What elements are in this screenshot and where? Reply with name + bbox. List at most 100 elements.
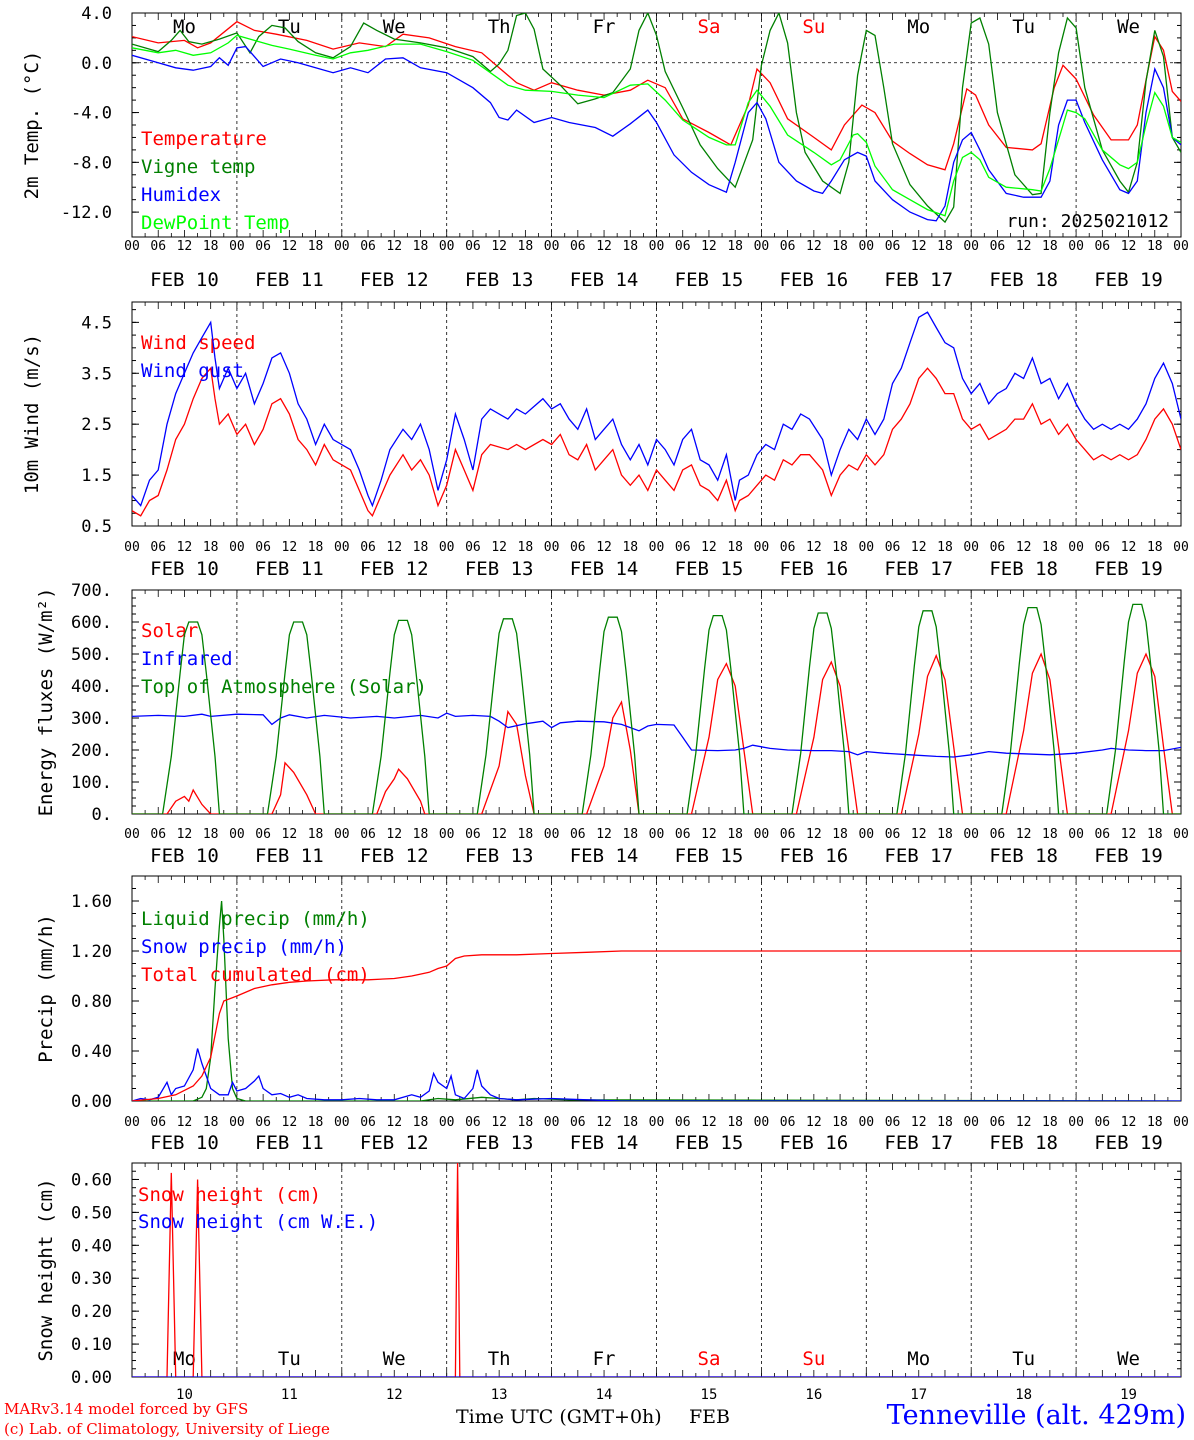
hour-tick-label: 06	[465, 239, 481, 254]
y-tick-label: 700.	[71, 581, 112, 601]
hour-tick-label: 12	[282, 827, 298, 842]
hour-tick-label: 18	[413, 827, 429, 842]
date-label: FEB 11	[255, 558, 324, 580]
hour-tick-label: 18	[1147, 239, 1163, 254]
hour-tick-label: 12	[1016, 239, 1032, 254]
lab-credit: (c) Lab. of Climatology, University of L…	[4, 1420, 330, 1438]
hour-tick-label: 12	[911, 239, 927, 254]
hour-tick-label: 18	[727, 239, 743, 254]
hour-tick-label: 12	[386, 827, 402, 842]
weekday-label: We	[383, 1348, 406, 1370]
date-label: FEB 16	[780, 1132, 849, 1154]
hour-tick-label: 18	[622, 540, 638, 555]
hour-tick-label: 12	[386, 1115, 402, 1130]
date-label: FEB 13	[465, 558, 534, 580]
series-line-snow-precip-mm-h-	[132, 1048, 1181, 1101]
y-axis-title: 10m Wind (m/s)	[21, 334, 43, 494]
hour-tick-label: 12	[491, 540, 507, 555]
hour-tick-label: 06	[465, 827, 481, 842]
hour-tick-label: 12	[491, 1115, 507, 1130]
time-axis-label: Time UTC (GMT+0h)	[456, 1406, 662, 1428]
run-label: run: 2025021012	[1006, 211, 1169, 232]
hour-tick-label: 00	[334, 1115, 350, 1130]
hour-tick-label: 12	[386, 540, 402, 555]
hour-tick-label: 06	[675, 827, 691, 842]
hour-tick-label: 18	[203, 827, 219, 842]
station-name: Tenneville (alt. 429m)	[886, 1400, 1186, 1431]
hour-tick-label: 06	[570, 827, 586, 842]
hour-tick-label: 06	[465, 540, 481, 555]
date-label: FEB 18	[989, 269, 1058, 291]
legend-entry: Total cumulated (cm)	[141, 964, 370, 986]
hour-tick-label: 12	[596, 239, 612, 254]
hour-tick-label: 12	[701, 540, 717, 555]
hour-tick-label: 00	[754, 540, 770, 555]
hour-tick-label: 12	[701, 827, 717, 842]
series-line-total-cumulated-cm-	[132, 950, 1181, 1101]
legend-entry: DewPoint Temp	[141, 212, 290, 234]
hour-tick-label: 18	[727, 540, 743, 555]
y-tick-label: 200.	[71, 741, 112, 761]
hour-tick-label: 18	[518, 540, 534, 555]
series-line-top-of-atmosphere-solar-	[132, 603, 1181, 814]
series-line-vigne-temp	[132, 13, 1181, 224]
date-label: FEB 17	[884, 1132, 953, 1154]
hour-tick-label: 12	[491, 239, 507, 254]
hour-tick-label: 12	[1121, 239, 1137, 254]
hour-tick-label: 00	[334, 827, 350, 842]
hour-tick-label: 06	[675, 540, 691, 555]
hour-tick-label: 18	[308, 540, 324, 555]
hour-tick-label: 00	[439, 827, 455, 842]
hour-tick-label: 18	[308, 1115, 324, 1130]
hour-tick-label: 06	[990, 827, 1006, 842]
weekday-label: We	[1117, 1348, 1140, 1370]
date-label: FEB 17	[884, 269, 953, 291]
hour-tick-label: 12	[911, 540, 927, 555]
weekday-label: Mo	[907, 16, 930, 38]
hour-tick-label: 06	[1094, 239, 1110, 254]
date-label: FEB 18	[989, 845, 1058, 867]
hour-tick-label: 00	[229, 827, 245, 842]
hour-tick-label: 18	[1042, 239, 1058, 254]
hour-tick-label: 12	[1016, 1115, 1032, 1130]
hour-tick-label: 06	[885, 827, 901, 842]
legend-entry: Vigne temp	[141, 156, 255, 178]
hour-tick-label: 18	[937, 827, 953, 842]
day-number-label: 13	[491, 1387, 508, 1403]
hour-tick-label: 06	[255, 540, 271, 555]
weekday-label: Mo	[173, 1348, 196, 1370]
weekday-label: Sa	[698, 1348, 721, 1370]
y-axis-title: Precip (mm/h)	[35, 914, 57, 1063]
hour-tick-label: 00	[858, 1115, 874, 1130]
weekday-label: Sa	[698, 16, 721, 38]
hour-tick-label: 00	[439, 540, 455, 555]
hour-tick-label: 00	[124, 540, 140, 555]
hour-tick-label: 06	[570, 239, 586, 254]
hour-tick-label: 00	[963, 540, 979, 555]
series-line-snow-height-cm-	[132, 1163, 1181, 1377]
date-label: FEB 12	[360, 1132, 429, 1154]
hour-tick-label: 12	[1016, 540, 1032, 555]
legend-entry: Snow height (cm)	[138, 1184, 321, 1206]
y-tick-label: 0.	[92, 805, 112, 825]
y-tick-label: 600.	[71, 613, 112, 633]
date-label: FEB 17	[884, 558, 953, 580]
hour-tick-label: 06	[885, 540, 901, 555]
hour-tick-label: 12	[806, 540, 822, 555]
day-number-label: 10	[176, 1387, 193, 1403]
day-number-label: 16	[805, 1387, 822, 1403]
date-label: FEB 15	[675, 558, 744, 580]
hour-tick-label: 18	[622, 827, 638, 842]
hour-tick-label: 12	[806, 1115, 822, 1130]
hour-tick-label: 06	[1094, 827, 1110, 842]
hour-tick-label: 12	[1121, 1115, 1137, 1130]
hour-tick-label: 00	[1068, 827, 1084, 842]
series-line-humidex	[132, 45, 1181, 222]
hour-tick-label: 00	[439, 239, 455, 254]
hour-tick-label: 12	[596, 827, 612, 842]
hour-tick-label: 06	[780, 540, 796, 555]
hour-tick-label: 18	[308, 239, 324, 254]
day-number-label: 12	[386, 1387, 403, 1403]
hour-tick-label: 06	[360, 827, 376, 842]
